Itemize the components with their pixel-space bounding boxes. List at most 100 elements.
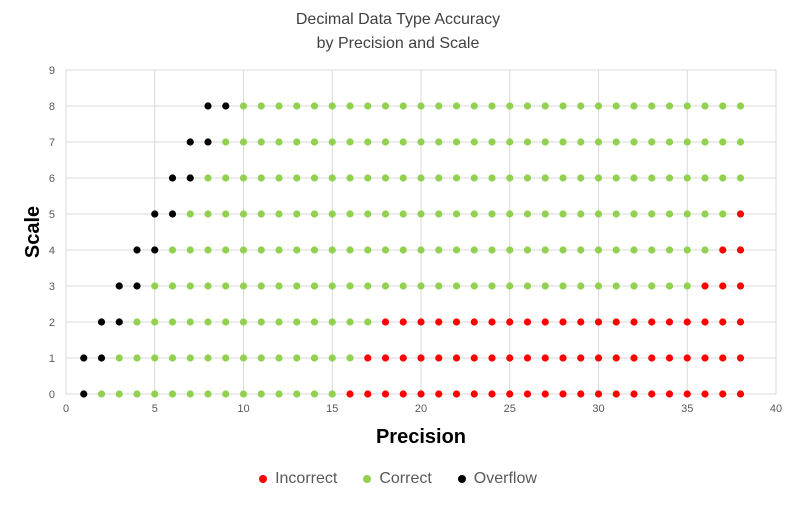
- point-correct: [222, 282, 230, 290]
- point-correct: [736, 174, 745, 182]
- point-incorrect: [701, 390, 709, 398]
- point-correct: [630, 174, 638, 182]
- point-incorrect: [488, 390, 496, 398]
- point-correct: [488, 174, 496, 182]
- point-correct: [648, 282, 656, 290]
- point-incorrect: [577, 318, 585, 326]
- point-overflow: [97, 318, 106, 326]
- point-correct: [630, 282, 638, 290]
- point-incorrect: [399, 390, 407, 398]
- point-correct: [204, 246, 212, 254]
- point-correct: [665, 174, 674, 182]
- point-correct: [701, 138, 709, 146]
- point-correct: [612, 174, 620, 182]
- point-correct: [541, 246, 549, 254]
- point-correct: [399, 282, 407, 290]
- point-incorrect: [559, 390, 567, 398]
- point-correct: [186, 318, 194, 326]
- point-incorrect: [435, 390, 443, 398]
- point-correct: [488, 282, 496, 290]
- point-correct: [186, 210, 194, 218]
- point-correct: [648, 246, 656, 254]
- point-incorrect: [523, 318, 532, 326]
- point-correct: [275, 210, 283, 218]
- point-correct: [151, 354, 159, 362]
- point-correct: [222, 390, 230, 398]
- point-correct: [612, 282, 620, 290]
- legend-label-incorrect: Incorrect: [275, 470, 338, 487]
- point-incorrect: [417, 354, 425, 362]
- point-correct: [293, 354, 301, 362]
- point-correct: [204, 174, 212, 182]
- point-correct: [346, 102, 354, 110]
- point-correct: [665, 246, 674, 254]
- point-correct: [719, 102, 727, 110]
- y-tick-label: 2: [49, 317, 55, 329]
- point-correct: [204, 318, 212, 326]
- point-incorrect: [594, 354, 603, 362]
- point-correct: [168, 282, 177, 290]
- point-incorrect: [577, 354, 585, 362]
- point-correct: [399, 210, 407, 218]
- point-correct: [594, 102, 603, 110]
- point-incorrect: [630, 318, 638, 326]
- point-incorrect: [736, 246, 745, 254]
- point-correct: [222, 210, 230, 218]
- point-incorrect: [488, 318, 496, 326]
- point-incorrect: [612, 354, 620, 362]
- point-correct: [594, 210, 603, 218]
- point-correct: [683, 102, 691, 110]
- point-correct: [435, 282, 443, 290]
- point-correct: [310, 354, 319, 362]
- point-correct: [665, 138, 674, 146]
- point-correct: [435, 210, 443, 218]
- point-correct: [648, 102, 656, 110]
- point-correct: [523, 282, 532, 290]
- point-correct: [612, 102, 620, 110]
- point-overflow: [222, 102, 230, 110]
- point-overflow: [168, 210, 177, 218]
- point-incorrect: [470, 390, 478, 398]
- point-overflow: [115, 282, 123, 290]
- point-correct: [257, 354, 265, 362]
- point-correct: [719, 138, 727, 146]
- point-correct: [470, 174, 478, 182]
- point-correct: [115, 354, 123, 362]
- legend-marker-incorrect: [259, 475, 268, 483]
- y-tick-label: 9: [49, 65, 55, 77]
- point-incorrect: [736, 390, 745, 398]
- point-overflow: [204, 102, 212, 110]
- point-correct: [541, 174, 549, 182]
- point-correct: [239, 318, 248, 326]
- point-correct: [310, 246, 319, 254]
- point-correct: [577, 102, 585, 110]
- point-incorrect: [612, 318, 620, 326]
- point-correct: [310, 138, 319, 146]
- point-incorrect: [417, 390, 425, 398]
- point-incorrect: [665, 354, 674, 362]
- point-incorrect: [665, 390, 674, 398]
- point-correct: [683, 138, 691, 146]
- point-correct: [186, 354, 194, 362]
- point-correct: [665, 282, 674, 290]
- point-correct: [488, 210, 496, 218]
- point-correct: [239, 390, 248, 398]
- point-correct: [310, 390, 319, 398]
- point-correct: [328, 138, 336, 146]
- point-correct: [204, 282, 212, 290]
- point-correct: [506, 282, 514, 290]
- point-correct: [222, 354, 230, 362]
- point-correct: [452, 102, 461, 110]
- point-correct: [204, 210, 212, 218]
- y-axis-title: Scale: [22, 206, 44, 258]
- x-tick-label: 30: [592, 403, 604, 415]
- point-correct: [594, 138, 603, 146]
- point-correct: [275, 354, 283, 362]
- point-correct: [328, 174, 336, 182]
- point-overflow: [97, 354, 106, 362]
- point-correct: [417, 174, 425, 182]
- point-correct: [133, 318, 141, 326]
- point-correct: [506, 174, 514, 182]
- point-correct: [168, 318, 177, 326]
- point-correct: [257, 102, 265, 110]
